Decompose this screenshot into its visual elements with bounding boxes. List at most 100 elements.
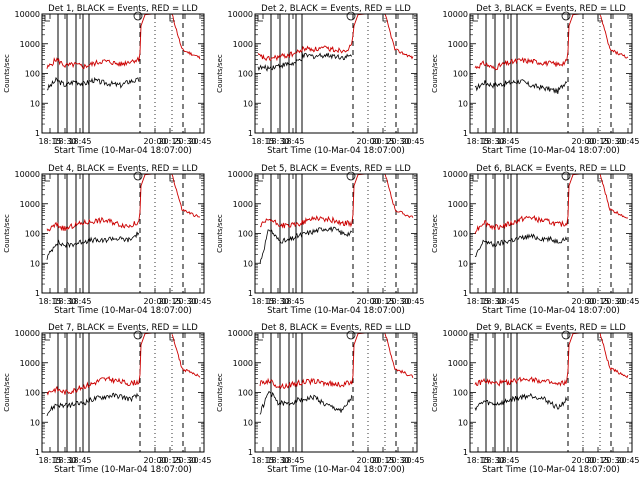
y-tick-label: 100: [238, 70, 253, 79]
x-tick-label: 20:45: [188, 297, 211, 306]
y-tick-label: 1: [248, 448, 253, 457]
x-tick-label: 18:45: [496, 456, 519, 465]
lld-series-line-post: [599, 14, 629, 59]
y-tick-label: 1000: [20, 40, 40, 49]
start-bracket-marker: [257, 175, 263, 182]
events-series-line: [474, 233, 568, 258]
circle-marker: [561, 330, 571, 340]
y-tick-label: 1000: [20, 359, 40, 368]
y-axis-label: Counts/sec: [216, 54, 224, 93]
x-tick-label: 20:15: [371, 137, 394, 146]
x-tick-label: 18:45: [281, 137, 304, 146]
detector-panel-2: Det 2, BLACK = Events, RED = LLD Counts/s…: [216, 4, 425, 156]
x-tick-label: 18:45: [496, 137, 519, 146]
lld-series-line: [257, 13, 366, 62]
y-tick-label: 1000: [448, 359, 468, 368]
lld-series-line: [46, 13, 153, 70]
x-axis-label: Start Time (10-Mar-04 18:07:00): [267, 146, 405, 156]
x-tick-label: 18:30: [53, 137, 76, 146]
events-series-line: [259, 390, 353, 415]
bracket-marker: [382, 334, 388, 341]
detector-panel-1: Det 1, BLACK = Events, RED = LLD Counts/s…: [3, 4, 212, 156]
x-tick-label: 18:30: [481, 456, 504, 465]
plot-frame: [41, 173, 205, 294]
x-tick-label: 18:30: [266, 456, 289, 465]
x-tick-label: 20:00: [571, 297, 594, 306]
x-tick-label: 18:15: [38, 137, 61, 146]
x-axis-label: Start Time (10-Mar-04 18:07:00): [54, 465, 192, 475]
y-tick-label: 10000: [228, 329, 253, 338]
y-tick-label: 100: [25, 230, 40, 239]
circle-marker: [133, 330, 143, 340]
lld-series-line-post: [384, 333, 414, 378]
x-tick-label: 20:30: [601, 297, 624, 306]
events-series-line: [474, 392, 568, 412]
y-tick-label: 100: [25, 389, 40, 398]
start-bracket-marker: [472, 334, 478, 341]
panel-title: Det 6, BLACK = Events, RED = LLD: [476, 164, 626, 174]
x-tick-label: 20:00: [356, 297, 379, 306]
y-tick-label: 1: [463, 129, 468, 138]
x-axis-label: Start Time (10-Mar-04 18:07:00): [482, 306, 620, 316]
x-tick-label: 20:00: [356, 137, 379, 146]
x-axis-label: Start Time (10-Mar-04 18:07:00): [54, 306, 192, 316]
y-tick-label: 10000: [228, 10, 253, 19]
y-tick-label: 1000: [233, 40, 253, 49]
detector-panel-3: Det 3, BLACK = Events, RED = LLD Counts/s…: [431, 4, 640, 156]
y-tick-label: 10: [30, 418, 40, 427]
bracket-marker: [597, 15, 603, 22]
y-tick-label: 10: [458, 259, 468, 268]
y-tick-label: 10000: [443, 329, 468, 338]
detector-panel-9: Det 9, BLACK = Events, RED = LLD Counts/s…: [431, 323, 640, 475]
detector-panel-6: Det 6, BLACK = Events, RED = LLD Counts/s…: [431, 164, 640, 316]
lld-series-line-post: [599, 173, 628, 219]
x-tick-label: 20:45: [616, 297, 639, 306]
x-tick-label: 18:15: [466, 137, 489, 146]
x-tick-label: 20:15: [586, 137, 609, 146]
y-tick-label: 1000: [448, 40, 468, 49]
x-tick-label: 18:45: [281, 456, 304, 465]
lld-series-line-post: [599, 332, 629, 379]
circle-marker: [561, 11, 571, 21]
x-tick-label: 18:45: [496, 297, 519, 306]
start-bracket-marker: [44, 15, 50, 22]
panel-title: Det 7, BLACK = Events, RED = LLD: [48, 323, 198, 333]
panel-title: Det 9, BLACK = Events, RED = LLD: [476, 323, 626, 333]
x-tick-label: 18:45: [281, 297, 304, 306]
circle-marker: [346, 330, 356, 340]
y-axis-label: Counts/sec: [216, 373, 224, 412]
start-bracket-marker: [257, 15, 263, 22]
events-series-line: [46, 76, 140, 91]
y-tick-label: 100: [238, 389, 253, 398]
x-tick-label: 20:15: [371, 456, 394, 465]
y-tick-label: 10000: [15, 170, 40, 179]
x-tick-label: 20:30: [173, 137, 196, 146]
y-tick-label: 100: [238, 230, 253, 239]
plot-frame: [254, 13, 418, 134]
detector-panel-4: Det 4, BLACK = Events, RED = LLD Counts/s…: [3, 164, 212, 316]
x-axis-label: Start Time (10-Mar-04 18:07:00): [54, 146, 192, 156]
x-tick-label: 18:30: [53, 456, 76, 465]
y-tick-label: 1000: [448, 200, 468, 209]
x-tick-label: 20:00: [143, 297, 166, 306]
x-tick-label: 20:30: [386, 137, 409, 146]
events-series-line: [46, 231, 140, 260]
circle-marker: [133, 171, 143, 181]
y-tick-label: 10: [458, 418, 468, 427]
plot-frame: [41, 13, 205, 134]
start-bracket-marker: [44, 334, 50, 341]
x-tick-label: 20:15: [371, 297, 394, 306]
x-tick-label: 20:30: [173, 456, 196, 465]
lld-series-line-post: [171, 334, 201, 378]
y-tick-label: 1: [463, 289, 468, 298]
plot-frame: [254, 173, 418, 294]
x-tick-label: 20:00: [356, 456, 379, 465]
y-tick-label: 1: [248, 289, 253, 298]
x-tick-label: 18:15: [38, 297, 61, 306]
x-tick-label: 20:30: [173, 297, 196, 306]
bracket-marker: [597, 334, 603, 341]
lld-series-line: [260, 173, 366, 229]
y-axis-label: Counts/sec: [431, 214, 439, 253]
bracket-marker: [597, 175, 603, 182]
